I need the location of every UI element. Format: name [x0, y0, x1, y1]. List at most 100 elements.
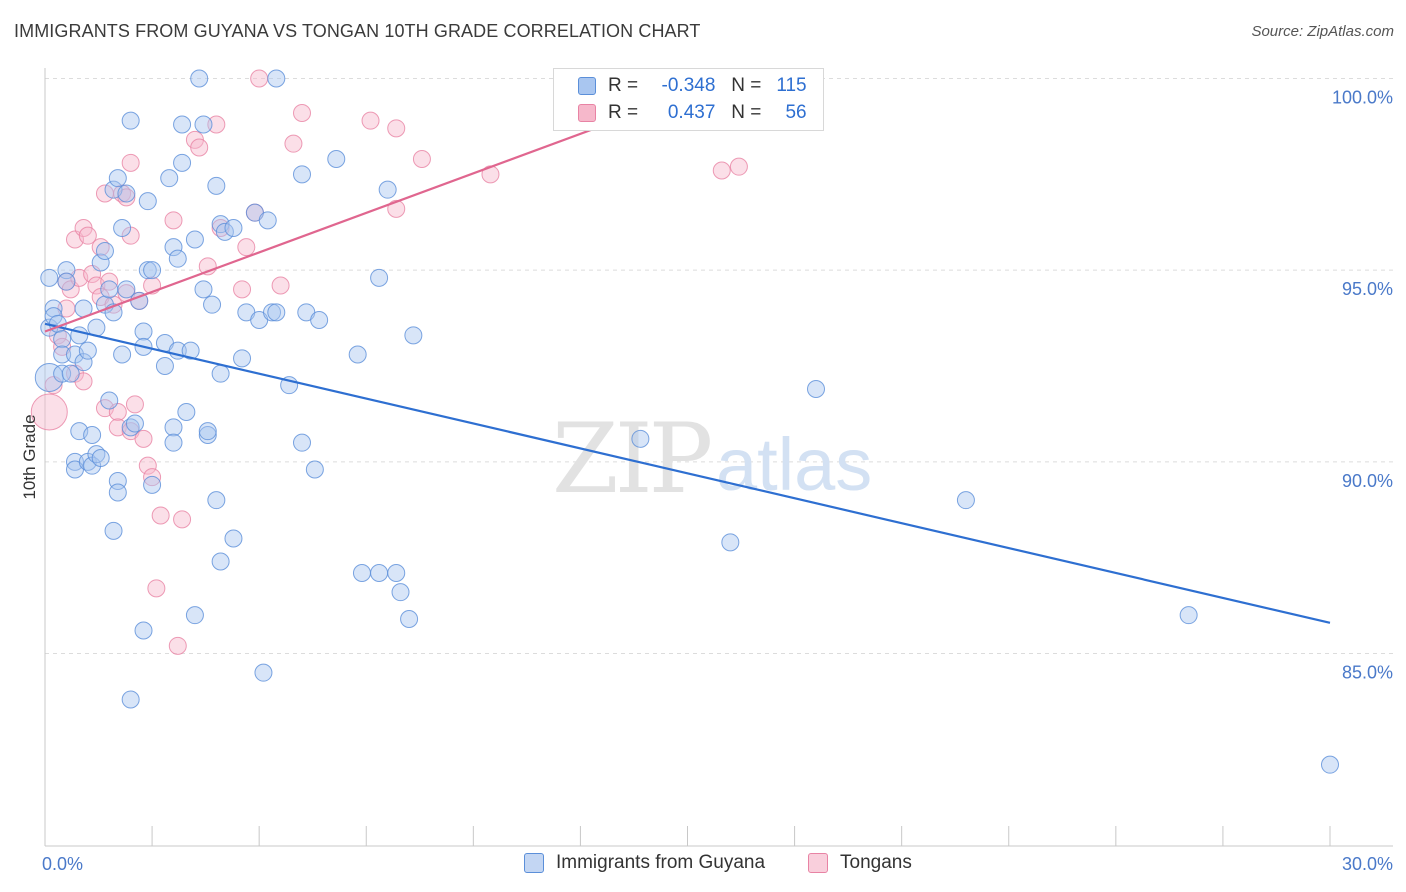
guyana-point [74, 353, 93, 372]
guyana-point [108, 483, 127, 502]
guyana-point [78, 341, 97, 360]
legend-r-value: 0.437 [667, 102, 716, 123]
guyana-point [113, 345, 132, 364]
guyana-point [53, 330, 72, 349]
legend-r-label: R = [608, 75, 639, 96]
tongans-point [78, 226, 97, 245]
grid-lines [45, 78, 1393, 654]
guyana-point [198, 426, 217, 444]
guyana-point [1179, 606, 1198, 625]
guyana-point [327, 150, 346, 168]
guyana-point [400, 610, 419, 628]
axis-labels: 10th Grade 85.0% 90.0% 95.0% 100.0% 0.0% 30.0… [20, 88, 1393, 875]
watermark: ZIP atlas [552, 403, 872, 515]
guyana-point [194, 280, 213, 299]
tongans-point [387, 119, 406, 138]
tongans-point [147, 579, 166, 598]
series-swatch-blue [524, 853, 544, 873]
watermark-zip: ZIP [552, 403, 711, 515]
guyana-point [207, 491, 226, 510]
guyana-point [211, 552, 230, 571]
guyana-point [100, 391, 119, 410]
guyana-point [121, 111, 140, 130]
tongans-point [712, 161, 731, 180]
guyana-points [34, 69, 1339, 774]
tongans-point [151, 506, 170, 525]
tongans-point [293, 104, 311, 122]
guyana-point [108, 169, 127, 188]
tongans-point [134, 429, 153, 448]
y-tick-label: 100.0% [1332, 88, 1393, 108]
guyana-point [168, 249, 187, 268]
tongans-point [284, 134, 303, 153]
guyana-point [267, 303, 286, 322]
guyana-point [113, 219, 132, 237]
guyana-point [254, 663, 273, 682]
guyana-point [138, 261, 157, 280]
x-tick-label: 30.0% [1342, 854, 1393, 874]
guyana-point [164, 238, 183, 257]
guyana-point [956, 491, 975, 510]
guyana-point [143, 475, 162, 494]
guyana-point [91, 449, 110, 467]
guyana-point [181, 341, 200, 360]
guyana-point [224, 529, 243, 548]
y-axis-label: 10th Grade [20, 414, 39, 499]
guyana-point [293, 165, 311, 184]
guyana-point [177, 403, 196, 421]
guyana-point [134, 621, 153, 640]
guyana-point [117, 184, 136, 203]
tongans-point [164, 211, 183, 230]
guyana-point [404, 326, 423, 345]
series-legend-guyana[interactable]: Immigrants from Guyana [524, 852, 765, 874]
guyana-point [211, 364, 230, 383]
tongans-point [30, 393, 68, 431]
guyana-point [143, 261, 162, 280]
guyana-point [293, 433, 311, 452]
legend-row-guyana: R = -0.348 N = 115 [578, 73, 807, 99]
guyana-point [631, 429, 650, 448]
y-tick-label: 90.0% [1342, 471, 1393, 491]
legend-swatch-blue [578, 77, 596, 95]
series-legend: Immigrants from Guyana Tongans [0, 852, 1406, 876]
guyana-point [104, 521, 123, 540]
guyana-point [391, 583, 410, 602]
tongans-point [207, 115, 226, 134]
guyana-point [370, 268, 389, 287]
stats-legend: R = -0.348 N = 115 R = 0.437 N = 56 [553, 68, 824, 131]
series-swatch-pink [808, 853, 828, 873]
axes [44, 68, 1393, 847]
guyana-point [305, 460, 324, 479]
guyana-point [198, 422, 217, 441]
guyana-point [134, 322, 153, 341]
legend-swatch-pink [578, 104, 596, 122]
tongans-point [190, 138, 209, 157]
guyana-point [348, 345, 367, 364]
legend-n-value: 115 [776, 75, 807, 96]
guyana-point [125, 414, 144, 433]
guyana-point [173, 115, 192, 134]
tongans-point [412, 150, 431, 168]
guyana-point [190, 69, 209, 88]
guyana-point [91, 253, 110, 272]
guyana-point [100, 280, 119, 299]
guyana-point [164, 418, 183, 437]
guyana-point [310, 311, 329, 329]
guyana-point [258, 211, 277, 230]
tongans-point [168, 636, 187, 655]
tongans-point [481, 165, 500, 184]
guyana-trend-line [44, 322, 1331, 624]
guyana-point [263, 303, 282, 322]
legend-r-value: -0.348 [661, 75, 716, 96]
guyana-point [224, 219, 243, 237]
watermark-atlas: atlas [716, 423, 872, 506]
guyana-point [233, 349, 252, 368]
guyana-point [194, 115, 213, 134]
tongans-point [121, 153, 140, 172]
legend-row-tongans: R = 0.437 N = 56 [578, 100, 807, 126]
series-legend-tongans[interactable]: Tongans [808, 852, 912, 874]
legend-n-label: N = [731, 75, 762, 96]
guyana-point [185, 230, 204, 249]
tongans-point [387, 199, 406, 218]
